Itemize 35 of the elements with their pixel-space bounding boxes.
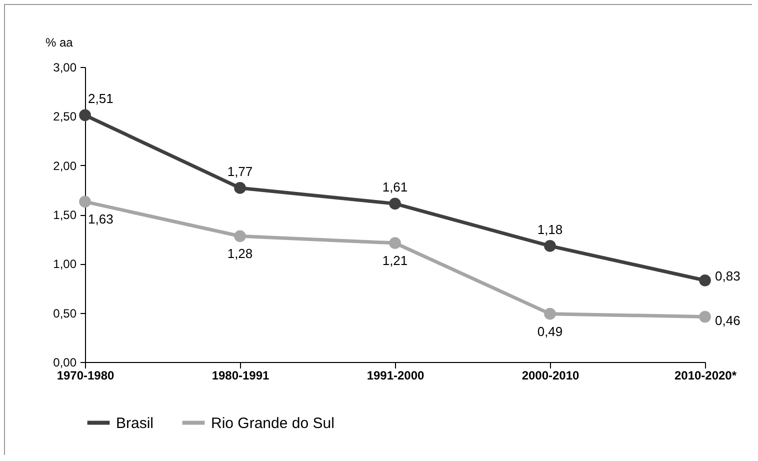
y-tick-label: 0,50 [53,306,77,320]
data-label: 1,63 [88,212,114,227]
data-label: 0,83 [715,268,740,284]
legend-label: Brasil [116,414,154,432]
y-tick-label: 2,50 [53,110,77,124]
data-label: 1,18 [537,222,563,237]
point [389,198,401,210]
y-tick-label: 1,00 [53,257,77,272]
x-tick-label: 1980-1991 [212,368,270,382]
data-label: 1,77 [227,164,253,179]
data-label: 1,28 [227,246,253,262]
data-label: 2,51 [88,91,114,106]
x-tick-label: 1970-1980 [56,368,115,382]
point [699,310,711,323]
data-label: 0,46 [715,312,740,328]
data-label: 0,49 [537,324,563,339]
point [79,196,91,208]
y-tick-label: 3,00 [53,60,77,74]
x-tick-label: 1991-2000 [366,368,425,382]
y-tick-label: 2,00 [53,158,77,173]
data-label: 1,61 [382,180,408,195]
point [389,237,401,249]
x-tick-label: 2000-2010 [522,368,580,382]
data-label: 1,21 [382,253,408,268]
legend-label: Rio Grande do Sul [211,414,334,432]
point [234,230,246,242]
y-axis-title: % aa [46,36,74,50]
point [79,109,91,122]
x-tick-label: 2010-2020* [674,368,737,382]
y-tick-label: 0,00 [53,356,77,370]
point [544,240,556,252]
point [544,308,556,320]
y-tick-label: 1,50 [53,208,77,222]
point [699,274,711,286]
point [234,182,246,194]
